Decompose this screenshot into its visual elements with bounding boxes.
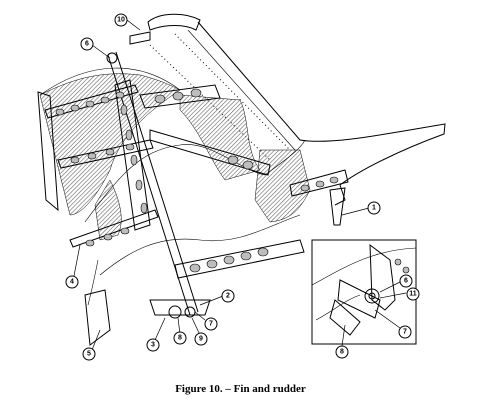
svg-text:10: 10	[117, 17, 125, 24]
figure-caption: Figure 10. – Fin and rudder	[175, 383, 306, 395]
inset-callout-11: 11	[406, 287, 420, 301]
callout-3: 3	[146, 338, 160, 352]
svg-text:8: 8	[178, 335, 182, 342]
svg-text:6: 6	[404, 278, 408, 285]
svg-text:6: 6	[85, 41, 89, 48]
inset-callout-8: 8	[335, 345, 349, 359]
callout-5: 5	[82, 347, 96, 361]
svg-text:5: 5	[87, 351, 91, 358]
callout-1: 1	[367, 201, 381, 215]
svg-text:9: 9	[199, 336, 203, 343]
svg-text:7: 7	[209, 321, 213, 328]
callouts: 10 6 1 2 4 5 3 8 9 7 6 11 7 8	[65, 13, 420, 361]
svg-text:1: 1	[372, 205, 376, 212]
svg-text:3: 3	[151, 342, 155, 349]
svg-text:2: 2	[226, 293, 230, 300]
callout-8: 8	[173, 331, 187, 345]
callout-10: 10	[114, 13, 128, 27]
svg-text:8: 8	[340, 349, 344, 356]
svg-text:11: 11	[409, 291, 417, 298]
svg-text:7: 7	[403, 329, 407, 336]
callout-9: 9	[194, 332, 208, 346]
leader-lines	[72, 19, 407, 351]
callout-6: 6	[80, 37, 94, 51]
detail-inset	[311, 239, 417, 345]
callout-7: 7	[204, 317, 218, 331]
svg-text:4: 4	[70, 279, 74, 286]
callout-2: 2	[221, 289, 235, 303]
callout-4: 4	[65, 275, 79, 289]
inset-callout-6: 6	[399, 274, 413, 288]
inset-callout-7: 7	[398, 325, 412, 339]
